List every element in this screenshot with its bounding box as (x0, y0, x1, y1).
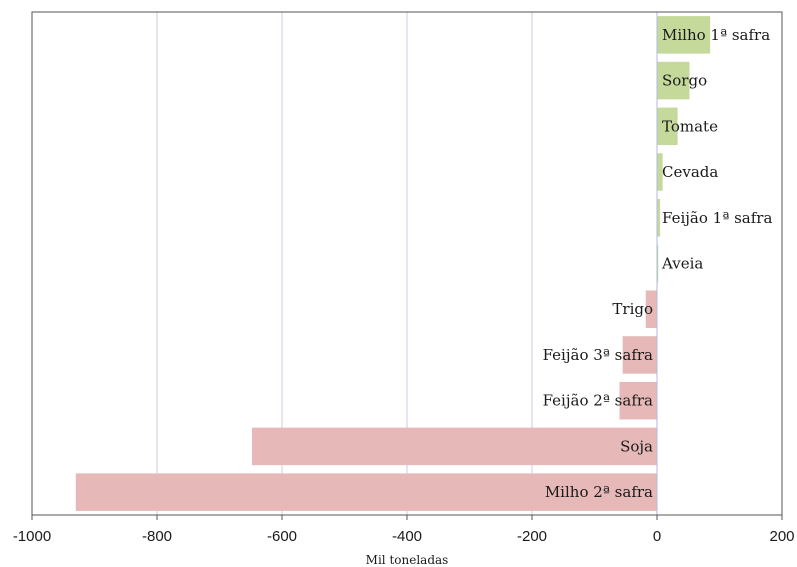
x-tick-label: 0 (653, 528, 661, 545)
x-axis-title: Mil toneladas (366, 553, 449, 567)
category-label: Soja (620, 437, 653, 455)
category-label: Trigo (612, 300, 653, 318)
bar (622, 336, 657, 374)
bar (619, 381, 657, 420)
bar (657, 153, 663, 191)
x-axis-ticks: -1000 -800 -600 -400 -200 0 200 (13, 515, 795, 545)
bar (657, 199, 661, 237)
bar (645, 290, 657, 328)
category-label: Tomate (662, 117, 718, 135)
bar (657, 16, 711, 54)
category-label: Aveia (661, 255, 703, 273)
bars (75, 16, 711, 511)
bar (657, 244, 659, 283)
x-tick-label: 200 (769, 528, 794, 545)
category-label: Feijão 1ª safra (662, 209, 772, 227)
x-tick-label: -800 (142, 528, 172, 545)
bar (657, 61, 690, 100)
bar (252, 427, 657, 466)
category-label: Milho 1ª safra (662, 26, 770, 44)
category-labels: Milho 1ª safra Sorgo Tomate Cevada Feijão 1ª… (543, 26, 773, 501)
category-label: Sorgo (662, 72, 707, 90)
x-tick-label: -200 (517, 528, 547, 545)
bar (657, 107, 678, 146)
x-tick-label: -400 (392, 528, 422, 545)
category-label: Cevada (662, 163, 718, 181)
category-label: Feijão 3ª safra (543, 346, 653, 364)
x-tick-label: -600 (267, 528, 297, 545)
x-tick-label: -1000 (13, 528, 51, 545)
category-label: Milho 2ª safra (545, 483, 653, 501)
category-label: Feijão 2ª safra (543, 392, 653, 410)
bar (75, 473, 657, 511)
